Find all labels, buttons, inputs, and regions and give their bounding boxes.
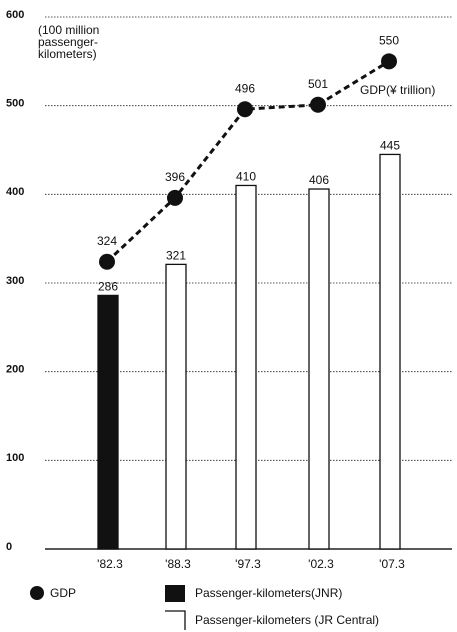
- bar-value-label: 286: [98, 280, 118, 294]
- x-tick-label: '82.3: [97, 557, 123, 571]
- bar: [308, 188, 330, 550]
- bar: [97, 294, 119, 550]
- point: [381, 53, 397, 70]
- legend-label: Passenger-kilometers (JR Central): [195, 613, 379, 627]
- bar-value-label: 406: [309, 173, 329, 187]
- bar: [165, 263, 187, 550]
- y-tick-label: 400: [6, 186, 24, 198]
- point-value-label: 396: [165, 170, 185, 184]
- bar: [235, 184, 257, 550]
- legend-marker: [165, 610, 186, 630]
- bar-value-label: 321: [166, 249, 186, 263]
- y-tick-label: 300: [6, 275, 24, 287]
- point: [167, 189, 183, 206]
- y-axis-label: (100 million: [38, 23, 99, 37]
- bar-value-label: 445: [380, 139, 400, 153]
- point: [310, 96, 326, 113]
- line: [105, 60, 390, 263]
- legend-marker: [165, 585, 185, 602]
- y-tick-label: 100: [6, 452, 24, 464]
- y-tick-label: 200: [6, 364, 24, 376]
- y-tick-label: 600: [6, 9, 24, 21]
- x-tick-label: '88.3: [165, 557, 191, 571]
- x-tick-label: '97.3: [235, 557, 261, 571]
- point-value-label: 324: [97, 234, 117, 248]
- bar: [379, 153, 401, 550]
- x-tick-label: '07.3: [379, 557, 405, 571]
- y-axis-label: passenger-: [38, 35, 98, 49]
- legend-marker: [30, 586, 44, 600]
- bar-value-label: 410: [236, 170, 256, 184]
- point-value-label: 550: [379, 34, 399, 48]
- point: [99, 253, 115, 270]
- point: [237, 101, 253, 118]
- y-tick-label: 500: [6, 98, 24, 110]
- point-value-label: 501: [308, 77, 328, 91]
- legend-label: Passenger-kilometers(JNR): [195, 586, 342, 600]
- x-tick-label: '02.3: [308, 557, 334, 571]
- y-axis-label: kilometers): [38, 47, 97, 61]
- y-tick-label: 0: [6, 541, 12, 553]
- gdp-label: GDP(¥ trillion): [360, 83, 435, 97]
- point-value-label: 496: [235, 81, 255, 95]
- legend-label: GDP: [50, 586, 76, 600]
